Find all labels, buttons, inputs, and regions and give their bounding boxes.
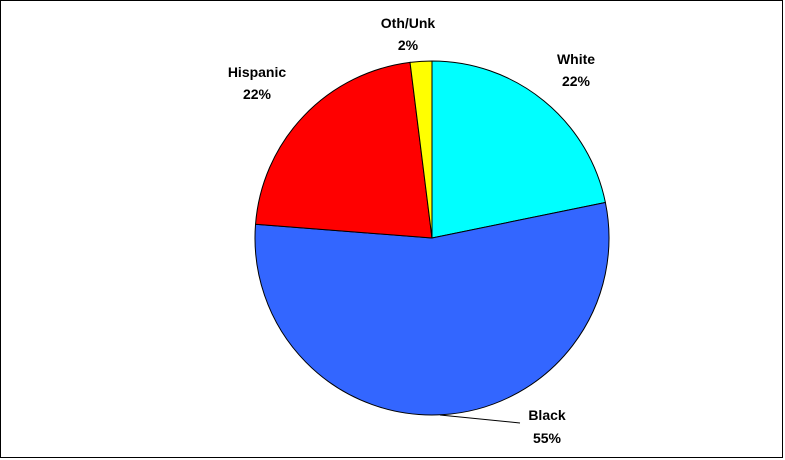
slice-label-hispanic: Hispanic [228,64,287,80]
slice-label-oth-unk: Oth/Unk [381,15,436,31]
pie-slice-oth-unk [409,60,433,239]
slice-label-black: Black [528,407,566,423]
slice-pct-oth-unk: 2% [398,37,419,53]
pie-slice-white [431,60,606,239]
slice-pct-black: 55% [533,430,562,446]
pie-slice-hispanic [254,61,433,239]
slice-label-white: White [557,51,595,67]
pie-slices [254,60,610,416]
pie-slice-black [254,201,610,416]
slice-pct-white: 22% [562,73,591,89]
leader-line-black [439,414,521,424]
slice-pct-hispanic: 22% [243,86,272,102]
